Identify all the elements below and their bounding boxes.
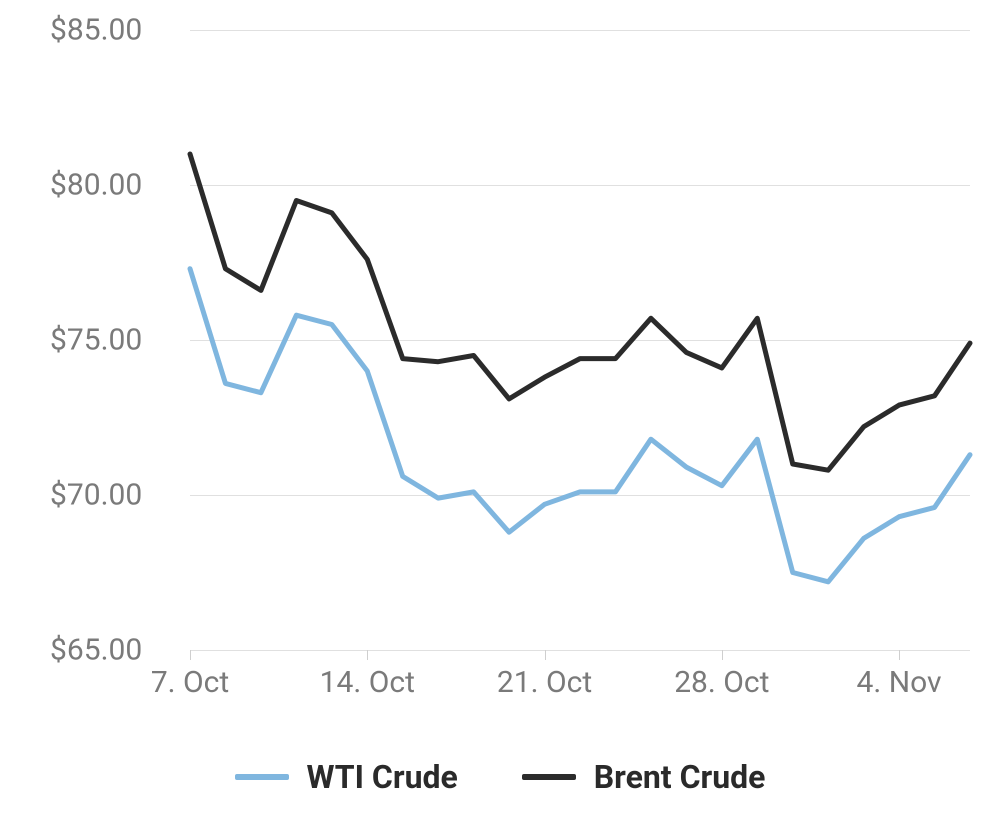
legend-item-brent: Brent Crude <box>522 758 766 796</box>
x-axis-label: 28. Oct <box>674 665 769 700</box>
plot-area <box>190 30 970 650</box>
y-axis-label: $85.00 <box>50 13 180 48</box>
series-lines <box>190 30 970 650</box>
wti-line <box>190 269 970 582</box>
x-tick <box>367 650 368 660</box>
x-axis-label: 14. Oct <box>320 665 415 700</box>
legend: WTI Crude Brent Crude <box>0 750 1000 796</box>
legend-label-brent: Brent Crude <box>594 758 766 796</box>
oil-price-chart: WTI Crude Brent Crude $65.00 $70.00 $75.00… <box>0 0 1000 837</box>
y-axis-label: $75.00 <box>50 323 180 358</box>
x-axis-label: 4. Nov <box>857 665 942 700</box>
x-tick <box>899 650 900 660</box>
brent-line <box>190 154 970 470</box>
y-axis-label: $65.00 <box>50 633 180 668</box>
legend-label-wti: WTI Crude <box>307 758 458 796</box>
x-axis-label: 21. Oct <box>497 665 592 700</box>
x-axis-label: 7. Oct <box>151 665 229 700</box>
y-gridline <box>190 650 970 651</box>
legend-swatch-wti <box>235 774 289 780</box>
y-axis-label: $80.00 <box>50 168 180 203</box>
legend-swatch-brent <box>522 774 576 780</box>
legend-item-wti: WTI Crude <box>235 758 458 796</box>
x-tick <box>722 650 723 660</box>
x-tick <box>545 650 546 660</box>
x-tick <box>190 650 191 660</box>
y-axis-label: $70.00 <box>50 478 180 513</box>
